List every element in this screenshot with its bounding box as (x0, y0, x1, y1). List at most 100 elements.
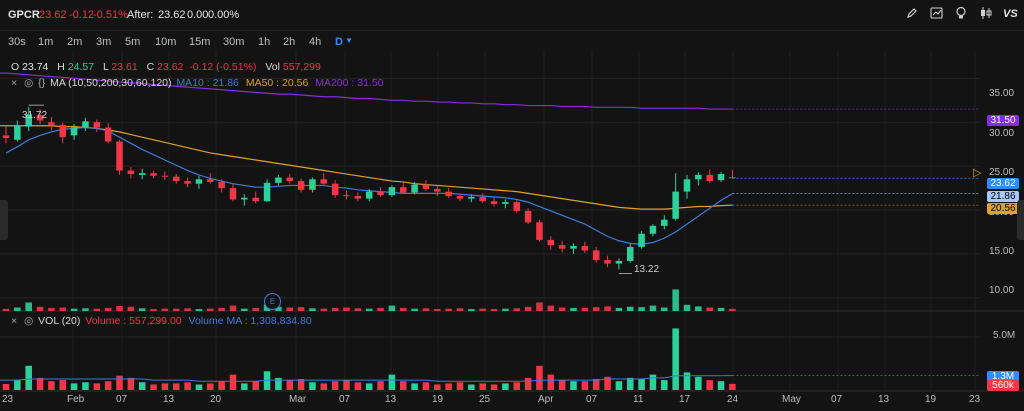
volume-overlay-bar (468, 309, 475, 311)
volume-value: 557,299 (282, 61, 321, 73)
eye-icon[interactable]: ◎ (24, 77, 34, 89)
tf-15m[interactable]: 15m (189, 36, 211, 48)
volume-bar (252, 381, 259, 390)
volume-bar (706, 380, 713, 390)
volume-overlay-bar (490, 309, 498, 311)
price-axis-label: 10.00 (989, 285, 1015, 296)
ma200-line (0, 72, 733, 110)
volume-bar (661, 380, 668, 390)
ma50-price-tag: 20.56 (987, 203, 1019, 214)
tf-2h[interactable]: 2h (283, 36, 296, 48)
volume-overlay-bar (138, 308, 146, 311)
volume-overlay-bar (592, 307, 600, 311)
candle-body (558, 245, 566, 249)
volume-overlay-bar (638, 307, 645, 311)
candle-body (36, 115, 44, 121)
ma50-polyline (6, 125, 733, 210)
candle-body (275, 177, 282, 183)
volume-bar (388, 374, 396, 390)
after-hours-pct: 0.00% (208, 9, 240, 21)
volume-bar (218, 381, 225, 390)
volume-bar (434, 384, 441, 390)
price-chart[interactable] (0, 52, 1024, 411)
right-scroll-handle[interactable] (1017, 200, 1024, 240)
code-icon[interactable]: {} (38, 77, 46, 89)
tf-1h[interactable]: 1h (258, 36, 271, 48)
tf-2m[interactable]: 2m (67, 36, 83, 48)
volume-bar (638, 379, 645, 390)
ma10-polyline (5, 126, 733, 245)
x-axis-label: 07 (339, 394, 351, 405)
pencil-icon[interactable] (906, 7, 918, 22)
volume-overlay-bar (14, 307, 21, 311)
open-label: O (11, 61, 20, 73)
volume-bar (490, 384, 498, 390)
volume-bar (365, 383, 373, 390)
vol-label[interactable]: VOL (20) (38, 315, 81, 327)
candle-body (93, 122, 101, 128)
volume-overlay-bar (479, 308, 486, 311)
candle-body (48, 122, 55, 125)
volume-bar (377, 381, 384, 390)
close-label: C (146, 61, 155, 73)
volume-overlay-bar (558, 307, 566, 311)
tf-5m[interactable]: 5m (125, 36, 141, 48)
price-change: -0.12 (69, 9, 95, 21)
candle-body (422, 184, 430, 189)
eye-icon[interactable]: ◎ (24, 315, 34, 327)
volume-bar (320, 383, 328, 390)
candle-body (354, 195, 362, 199)
volume-bar (161, 383, 169, 390)
candle-body (683, 179, 691, 192)
candle-body (615, 260, 623, 264)
x-axis-label: Feb (67, 394, 85, 405)
volume-bar (59, 380, 66, 390)
vol-ma-value: Volume MA : 1,308,834.80 (188, 315, 312, 327)
volume-overlay-bar (354, 308, 362, 311)
tf-30s[interactable]: 30s (8, 36, 26, 48)
collapse-icon[interactable]: × (11, 77, 18, 89)
collapse-icon[interactable]: × (11, 315, 18, 327)
period-high-label: 31.72 (22, 110, 48, 121)
ticker-symbol[interactable]: GPCR (8, 9, 40, 21)
tf-10m[interactable]: 10m (155, 36, 177, 48)
volume-overlay-bar (218, 307, 225, 311)
volume-bar (547, 374, 555, 390)
period-low-label: 13.22 (634, 264, 660, 275)
vs-compare-button[interactable]: VS (1003, 8, 1018, 20)
volume-overlay-bar (331, 307, 339, 311)
bulb-icon[interactable] (955, 6, 967, 23)
ma200-polyline (5, 72, 733, 110)
volume-bar (592, 379, 600, 390)
ma-label[interactable]: MA (10,50,200,30,60,120) (50, 77, 172, 89)
x-axis-label: 24 (727, 394, 739, 405)
volume-overlay-bar (2, 308, 10, 311)
candle-body (150, 173, 157, 176)
volume-bar (729, 383, 736, 390)
tf-3m[interactable]: 3m (96, 36, 112, 48)
x-axis-label: 07 (116, 394, 128, 405)
candle-icon[interactable] (980, 6, 992, 23)
tf-day[interactable]: D (335, 36, 343, 48)
volume-tag: 560k (987, 380, 1019, 391)
chart-icon[interactable] (930, 7, 943, 22)
candle-body (502, 202, 509, 204)
volume-overlay-bar (570, 307, 577, 311)
x-axis-label: 13 (163, 394, 175, 405)
earnings-marker[interactable]: E (264, 293, 281, 310)
left-scroll-handle[interactable] (0, 200, 8, 240)
vol-value: Volume : 557,299.00 (85, 315, 182, 327)
tf-30m[interactable]: 30m (223, 36, 245, 48)
open-value: 23.74 (22, 61, 49, 73)
volume-overlay-bar (275, 306, 282, 311)
volume-overlay-bar (104, 307, 112, 311)
volume-overlay-bar (343, 307, 350, 311)
tf-1m[interactable]: 1m (38, 36, 54, 48)
candle-body (25, 114, 32, 127)
chevron-down-icon[interactable]: ▼ (345, 36, 353, 45)
high-value: 24.57 (67, 61, 95, 73)
x-axis-label: 25 (479, 394, 491, 405)
volume-bar (683, 372, 691, 390)
tf-4h[interactable]: 4h (309, 36, 322, 48)
volume-overlay-bar (48, 307, 55, 311)
